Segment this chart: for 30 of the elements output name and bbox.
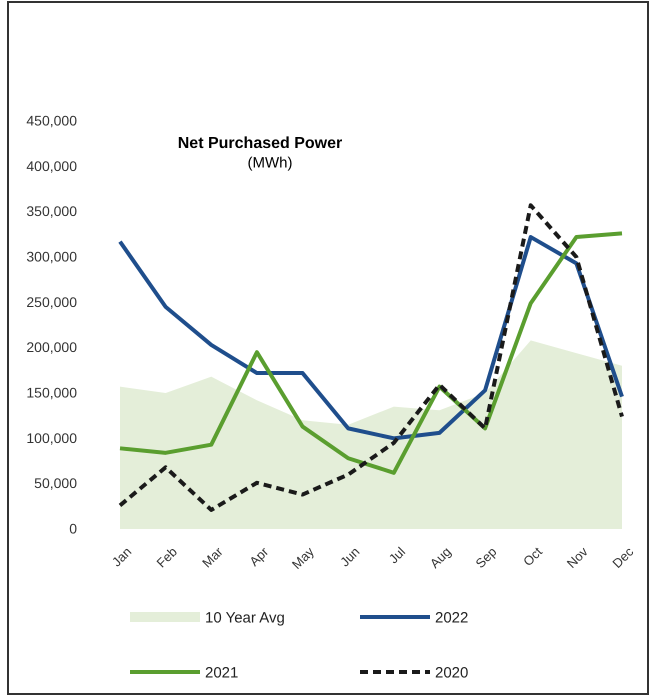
y-tick-label: 50,000 xyxy=(34,475,78,492)
legend-label: 10 Year Avg xyxy=(205,609,285,626)
y-tick-label: 0 xyxy=(69,520,78,536)
y-tick-label: 100,000 xyxy=(26,430,78,446)
x-tick-label: Nov xyxy=(564,544,592,572)
x-tick-label: May xyxy=(288,544,318,572)
y-tick-label: 450,000 xyxy=(26,112,78,128)
x-tick-label: Dec xyxy=(609,544,637,572)
line-series xyxy=(118,231,624,475)
legend-label: 2022 xyxy=(435,609,468,626)
x-tick-label: Aug xyxy=(426,544,454,572)
x-tick-label: Jan xyxy=(108,544,134,570)
y-tick-label: 350,000 xyxy=(26,203,78,220)
x-tick-label: Mar xyxy=(199,544,226,571)
x-tick-label: Jun xyxy=(337,544,363,570)
y-tick-label: 200,000 xyxy=(26,339,78,356)
x-tick-label: Feb xyxy=(154,544,180,571)
legend-label: 2021 xyxy=(205,664,238,682)
text: Net Purchased Power xyxy=(178,135,342,152)
x-tick-label: Apr xyxy=(246,544,272,569)
y-tick-label: 300,000 xyxy=(26,248,78,264)
y-tick-label: 400,000 xyxy=(26,158,78,174)
y-tick-label: 250,000 xyxy=(26,294,78,310)
y-tick-label: 150,000 xyxy=(26,384,78,400)
line-series xyxy=(118,203,624,512)
text: (MWh) xyxy=(248,154,292,172)
x-tick-label: Oct xyxy=(520,544,546,569)
x-tick-label: Sep xyxy=(472,544,500,572)
legend-label: 2020 xyxy=(435,664,468,682)
x-tick-label: Jul xyxy=(386,544,408,566)
